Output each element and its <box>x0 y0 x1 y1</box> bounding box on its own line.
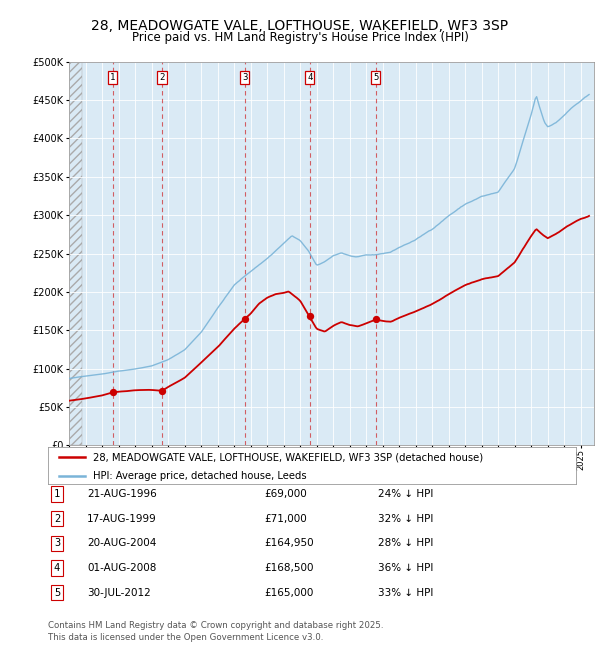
Text: 24% ↓ HPI: 24% ↓ HPI <box>378 489 433 499</box>
Text: 2: 2 <box>159 73 164 82</box>
Point <box>157 385 167 396</box>
Text: £69,000: £69,000 <box>264 489 307 499</box>
Text: 28, MEADOWGATE VALE, LOFTHOUSE, WAKEFIELD, WF3 3SP: 28, MEADOWGATE VALE, LOFTHOUSE, WAKEFIEL… <box>91 20 509 34</box>
Text: 1: 1 <box>54 489 60 499</box>
Point <box>240 313 250 324</box>
Text: 32% ↓ HPI: 32% ↓ HPI <box>378 514 433 524</box>
Text: Price paid vs. HM Land Registry's House Price Index (HPI): Price paid vs. HM Land Registry's House … <box>131 31 469 44</box>
Text: 01-AUG-2008: 01-AUG-2008 <box>87 563 157 573</box>
Text: 3: 3 <box>242 73 247 82</box>
Point <box>371 313 380 324</box>
Text: 30-JUL-2012: 30-JUL-2012 <box>87 588 151 598</box>
Text: 21-AUG-1996: 21-AUG-1996 <box>87 489 157 499</box>
Text: £168,500: £168,500 <box>264 563 314 573</box>
Point <box>108 387 118 398</box>
Text: 5: 5 <box>373 73 379 82</box>
Text: 36% ↓ HPI: 36% ↓ HPI <box>378 563 433 573</box>
Text: 4: 4 <box>307 73 313 82</box>
Text: 17-AUG-1999: 17-AUG-1999 <box>87 514 157 524</box>
Point <box>305 311 314 321</box>
Text: £165,000: £165,000 <box>264 588 313 598</box>
Text: 1: 1 <box>110 73 115 82</box>
Text: 20-AUG-2004: 20-AUG-2004 <box>87 538 157 549</box>
Text: 2: 2 <box>54 514 60 524</box>
Text: £164,950: £164,950 <box>264 538 314 549</box>
Text: 28% ↓ HPI: 28% ↓ HPI <box>378 538 433 549</box>
Text: 4: 4 <box>54 563 60 573</box>
Text: HPI: Average price, detached house, Leeds: HPI: Average price, detached house, Leed… <box>93 471 307 481</box>
Text: Contains HM Land Registry data © Crown copyright and database right 2025.
This d: Contains HM Land Registry data © Crown c… <box>48 621 383 642</box>
Text: 33% ↓ HPI: 33% ↓ HPI <box>378 588 433 598</box>
Text: 5: 5 <box>54 588 60 598</box>
Text: £71,000: £71,000 <box>264 514 307 524</box>
Text: 3: 3 <box>54 538 60 549</box>
Text: 28, MEADOWGATE VALE, LOFTHOUSE, WAKEFIELD, WF3 3SP (detached house): 28, MEADOWGATE VALE, LOFTHOUSE, WAKEFIEL… <box>93 452 483 462</box>
